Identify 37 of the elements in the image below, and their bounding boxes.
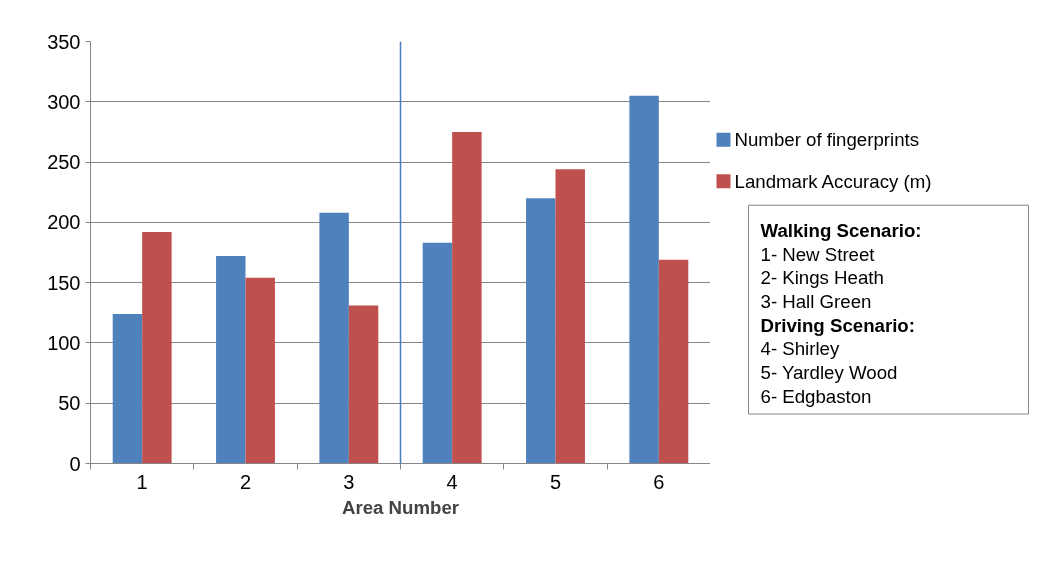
bar — [348, 305, 379, 464]
x-tick-label: 2 — [239, 470, 252, 493]
text: 2- Kings Heath — [760, 267, 884, 289]
text: 5- Yardley Wood — [760, 362, 898, 384]
x-tick-label: 1 — [136, 470, 148, 493]
bar — [142, 232, 172, 464]
bar — [526, 198, 556, 464]
x-tick-label: 3 — [343, 470, 355, 493]
y-tick-label: 300 — [47, 90, 81, 113]
x-tick-label: 6 — [653, 470, 665, 493]
text: Driving Scenario: — [760, 314, 915, 336]
legend-label: Landmark Accuracy (m) — [734, 170, 932, 192]
y-tick-label: 50 — [58, 392, 81, 415]
bar — [112, 313, 143, 464]
x-tick-label: 5 — [549, 470, 562, 493]
bar — [216, 256, 246, 464]
legend-label: Number of fingerprints — [734, 129, 920, 151]
bar — [319, 212, 349, 464]
x-axis-title: Area Number — [341, 496, 460, 518]
text: Walking Scenario: — [760, 220, 922, 242]
bar — [452, 131, 482, 464]
y-tick-label: 250 — [47, 151, 81, 174]
y-tick-label: 100 — [47, 331, 81, 354]
text: 6- Edgbaston — [760, 385, 872, 407]
text: 1- New Street — [760, 243, 876, 265]
y-tick-label: 150 — [47, 271, 81, 294]
text: 3- Hall Green — [760, 291, 872, 313]
text: 4- Shirley — [760, 338, 840, 360]
bar — [658, 259, 689, 464]
y-tick-label: 0 — [69, 452, 81, 475]
bar — [629, 95, 659, 464]
x-tick-label: 4 — [446, 470, 458, 493]
bar — [245, 277, 275, 464]
y-tick-label: 200 — [47, 211, 81, 234]
bar — [555, 169, 585, 464]
bar — [422, 242, 453, 464]
y-tick-label: 350 — [47, 30, 81, 53]
